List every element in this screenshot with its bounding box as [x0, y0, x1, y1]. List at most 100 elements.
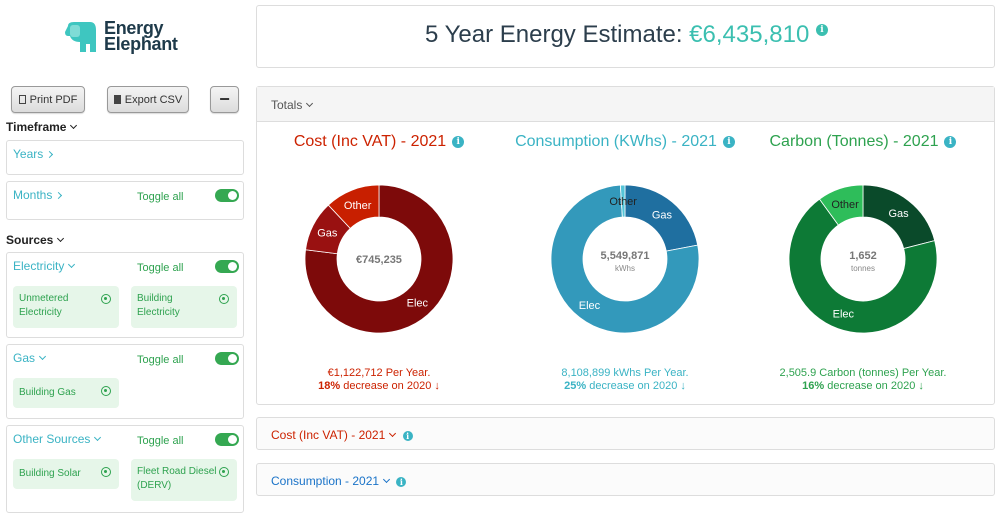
source-chip[interactable]: Building Solar — [13, 459, 119, 489]
chevron-right-icon — [46, 150, 54, 159]
page-title-prefix: 5 Year Energy Estimate: — [425, 21, 683, 48]
source-chip[interactable]: Building Gas — [13, 378, 119, 408]
electricity-label: Electricity — [13, 259, 65, 273]
source-chip[interactable]: Unmetered Electricity — [13, 286, 119, 328]
donut-slice-label: Gas — [888, 208, 909, 220]
print-pdf-button[interactable]: Print PDF — [11, 86, 85, 113]
donut-slice-label: Elec — [407, 298, 429, 310]
collapse-sidebar-button[interactable]: − — [210, 86, 239, 113]
gas-box: Gas Toggle all Building Gas — [6, 344, 244, 419]
source-chip[interactable]: Fleet Road Diesel (DERV) — [131, 459, 237, 501]
chevron-down-icon — [383, 475, 391, 484]
gas-label: Gas — [13, 351, 36, 365]
other-sources-toggle[interactable]: Other Sources — [13, 432, 102, 446]
electricity-toggle-all-switch[interactable] — [215, 260, 239, 273]
donut-chart[interactable]: Gas Elec Other 1,652 tonnes — [783, 179, 943, 339]
totals-header[interactable]: Totals — [257, 87, 994, 122]
chart-title: Consumption (KWhs) - 2021 i — [505, 133, 745, 151]
chart-title: Carbon (Tonnes) - 2021 i — [743, 133, 983, 151]
export-csv-label: Export CSV — [124, 93, 183, 106]
change-stat: 18% decrease on 2020 ↓ — [259, 380, 499, 392]
electricity-toggle[interactable]: Electricity — [13, 259, 76, 273]
electricity-toggle-all-label: Toggle all — [137, 262, 184, 274]
chevron-down-icon — [94, 433, 102, 442]
chevron-down-icon — [70, 121, 78, 130]
radio-icon — [101, 467, 111, 477]
info-icon[interactable]: i — [452, 135, 465, 148]
consumption-section[interactable]: Consumption - 2021 i — [256, 463, 995, 496]
donut-center-value: 5,549,871 — [601, 250, 650, 262]
donut-center-unit: kWhs — [615, 264, 635, 273]
export-csv-button[interactable]: Export CSV — [107, 86, 189, 113]
donut-slice-other[interactable] — [327, 184, 380, 229]
donut-slice-other[interactable] — [619, 184, 626, 218]
logo-text-line1: Energy — [104, 18, 164, 38]
change-text: decrease on 2020 — [824, 380, 916, 392]
chevron-right-icon — [55, 191, 63, 200]
consumption-section-label: Consumption - 2021 — [271, 474, 380, 488]
gas-toggle-all-switch[interactable] — [215, 352, 239, 365]
info-icon[interactable]: i — [722, 135, 735, 148]
chart-title-text: Cost (Inc VAT) - 2021 — [293, 133, 447, 150]
change-percent: 25% — [564, 380, 587, 392]
radio-icon — [219, 294, 229, 304]
years-box: Years — [6, 140, 244, 175]
change-percent: 16% — [802, 380, 825, 392]
months-toggle-all-label: Toggle all — [137, 191, 184, 203]
info-icon[interactable]: i — [944, 135, 957, 148]
donut-chart[interactable]: Elec Gas Other €745,235 — [299, 179, 459, 339]
other-sources-box: Other Sources Toggle all Building Solar … — [6, 425, 244, 513]
donut-slice-elec[interactable] — [788, 198, 938, 334]
donut-slice-elec[interactable] — [304, 184, 454, 334]
gas-toggle[interactable]: Gas — [13, 351, 47, 365]
radio-icon — [101, 294, 111, 304]
source-chip-label: Building Electricity — [137, 293, 180, 318]
info-icon[interactable]: i — [396, 476, 407, 487]
estimate-header: 5 Year Energy Estimate: €6,435,810 i — [256, 5, 995, 68]
change-text: decrease on 2020 — [586, 380, 678, 392]
page-title: 5 Year Energy Estimate: €6,435,810 i — [257, 21, 996, 49]
source-chip-label: Unmetered Electricity — [19, 293, 69, 318]
donut-slice-elec[interactable] — [550, 184, 700, 334]
elephant-icon — [65, 22, 96, 52]
other-toggle-all-switch[interactable] — [215, 433, 239, 446]
info-icon[interactable]: i — [402, 430, 413, 441]
years-toggle[interactable]: Years — [13, 147, 54, 161]
chevron-down-icon — [38, 352, 47, 361]
chevron-down-icon — [306, 99, 314, 108]
other-toggle-all-label: Toggle all — [137, 435, 184, 447]
donut-slice-label: Elec — [833, 309, 855, 321]
months-toggle-all-switch[interactable] — [215, 189, 239, 202]
sources-heading[interactable]: Sources — [6, 233, 65, 247]
donut-slice-label: Other — [344, 200, 372, 212]
other-sources-label: Other Sources — [13, 432, 91, 446]
months-toggle[interactable]: Months — [13, 188, 63, 202]
pdf-icon — [18, 95, 26, 104]
timeframe-label: Timeframe — [6, 120, 67, 134]
donut-slice-label: Gas — [652, 209, 673, 221]
totals-label: Totals — [271, 98, 303, 112]
file-icon — [113, 95, 121, 104]
radio-icon — [101, 386, 111, 396]
chart-title-text: Consumption (KWhs) - 2021 — [515, 133, 717, 150]
months-box: Months Toggle all — [6, 181, 244, 220]
sources-label: Sources — [6, 233, 54, 247]
donut-slice-other[interactable] — [818, 184, 864, 226]
source-chip[interactable]: Building Electricity — [131, 286, 237, 328]
chevron-down-icon — [68, 260, 76, 269]
per-year-stat: €1,122,712 Per Year. — [327, 367, 431, 379]
cost-section[interactable]: Cost (Inc VAT) - 2021 i — [256, 417, 995, 450]
timeframe-heading[interactable]: Timeframe — [6, 120, 78, 134]
donut-slice-label: Other — [831, 199, 859, 211]
change-stat: 16% decrease on 2020 ↓ — [743, 380, 983, 392]
gas-toggle-all-label: Toggle all — [137, 354, 184, 366]
donut-center-unit: tonnes — [851, 264, 875, 273]
source-chip-label: Fleet Road Diesel (DERV) — [137, 466, 217, 491]
donut-chart[interactable]: Gas Elec Other 5,549,871 kWhs — [545, 179, 705, 339]
logo: Energy Elephant — [64, 18, 194, 56]
donut-slice-label: Other — [609, 196, 637, 208]
source-chip-label: Building Solar — [19, 468, 81, 479]
info-icon[interactable]: i — [815, 23, 828, 36]
chevron-down-icon — [57, 234, 65, 243]
change-stat: 25% decrease on 2020 ↓ — [505, 380, 745, 392]
